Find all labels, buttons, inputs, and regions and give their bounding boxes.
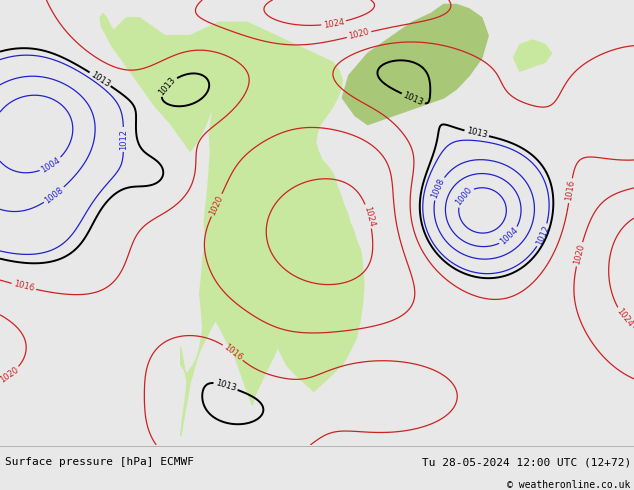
Text: 1008: 1008 xyxy=(43,185,65,205)
Text: 1016: 1016 xyxy=(222,343,244,363)
Text: 1012: 1012 xyxy=(534,224,551,246)
Text: 1004: 1004 xyxy=(499,226,521,247)
Text: 1020: 1020 xyxy=(348,28,370,41)
Text: 1016: 1016 xyxy=(564,179,576,202)
Polygon shape xyxy=(317,355,339,360)
Polygon shape xyxy=(514,40,552,71)
Text: 1008: 1008 xyxy=(430,177,446,200)
Text: 1024: 1024 xyxy=(614,307,634,329)
Text: 1013: 1013 xyxy=(214,378,237,393)
Polygon shape xyxy=(342,4,488,124)
Text: 1013: 1013 xyxy=(89,70,112,89)
Text: © weatheronline.co.uk: © weatheronline.co.uk xyxy=(507,480,631,490)
Polygon shape xyxy=(100,13,364,436)
Text: 1004: 1004 xyxy=(39,156,62,174)
Text: 1013: 1013 xyxy=(465,126,488,140)
Text: 1020: 1020 xyxy=(0,365,20,384)
Text: 1024: 1024 xyxy=(362,205,376,228)
Text: 1013: 1013 xyxy=(157,75,178,97)
Text: 1000: 1000 xyxy=(453,185,474,207)
Text: 1013: 1013 xyxy=(402,91,425,107)
Text: 1024: 1024 xyxy=(323,17,345,29)
Text: 1016: 1016 xyxy=(13,280,35,294)
Text: Surface pressure [hPa] ECMWF: Surface pressure [hPa] ECMWF xyxy=(5,457,194,467)
Text: 1020: 1020 xyxy=(208,194,225,217)
Text: Tu 28-05-2024 12:00 UTC (12+72): Tu 28-05-2024 12:00 UTC (12+72) xyxy=(422,457,631,467)
Text: 1012: 1012 xyxy=(119,129,128,150)
Text: 1020: 1020 xyxy=(573,243,586,266)
